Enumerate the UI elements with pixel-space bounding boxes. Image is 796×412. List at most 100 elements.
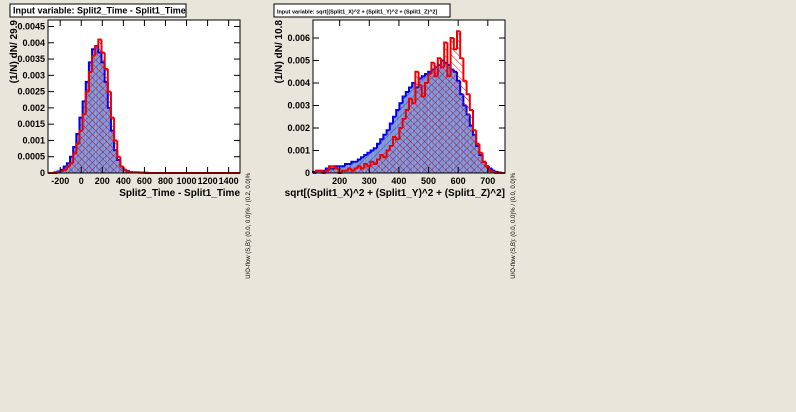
bin-outline [411,82,416,88]
bin [123,169,127,173]
bin [341,170,345,173]
bin-outline [408,97,413,110]
bin-outline [385,129,390,135]
bin-outline [72,152,77,164]
bin-outline [388,145,393,151]
bin-outline [347,167,352,171]
bin-outline [392,115,397,124]
bin [70,163,74,173]
title-box [9,3,187,18]
bin [364,164,368,173]
bin [351,170,355,173]
bin-outline [91,54,96,73]
y-tick-label: 0.0015 [17,119,45,129]
bin-outline [404,109,409,119]
bin [415,71,419,173]
x-tick-label: 700 [480,176,495,186]
bin [114,140,118,173]
bin [421,96,425,173]
overflow-note: U/O-flow (S,B): (0.0, 0.0)% / (0.2, 0.0)… [246,172,252,278]
bin-outline [456,30,461,50]
bin [82,114,86,173]
bin-outline [475,130,480,145]
bin-outline [401,95,406,104]
bin [345,170,349,173]
bin-outline [424,73,429,77]
bin [466,94,470,173]
bin [85,91,89,173]
bin [399,128,403,173]
x-axis-label: Split2_Time - Split1_Time [119,188,240,199]
bin [383,157,387,173]
bin-outline [315,169,320,173]
bin-outline [81,100,86,118]
x-tick-label: 1200 [198,176,218,186]
bin [489,170,493,173]
x-tick-label: 1400 [219,176,239,186]
bin-outline [328,165,333,171]
bin-outline [116,140,121,158]
bin-outline [356,165,361,169]
bin-outline [443,41,448,68]
x-tick-label: 600 [451,176,466,186]
bin-outline [360,156,365,160]
chart-title: Input variable: sqrt[(Split1_X)^2 + (Spl… [277,10,437,16]
bin-outline [356,158,361,162]
bin [104,68,108,173]
bin-outline [65,165,71,170]
bin [370,161,374,173]
bin-outline [417,71,422,87]
bin-outline [382,155,387,159]
bin [441,67,445,173]
x-tick-label: 400 [391,176,406,186]
bin-outline [379,154,384,160]
bin-outline [69,162,74,167]
bin-outline [363,154,368,158]
y-tick-label: 0.0005 [17,152,45,162]
x-tick-label: 800 [158,176,173,186]
bin-outline [350,160,355,164]
bin [373,164,377,173]
bin [428,74,432,173]
bin [107,91,111,173]
bin-outline [340,169,345,173]
bin-outline [103,52,108,70]
bin-outline [494,170,499,173]
bin [73,153,77,173]
bin [476,143,480,173]
bin [341,166,345,173]
bin [92,55,96,173]
bin [354,168,358,173]
x-tick-label: 500 [421,176,436,186]
y-axis-label: (1/N) dN/ 29.9 [9,20,20,84]
plot-border [312,19,506,174]
x-tick-label: 600 [137,176,152,186]
bin-outline [484,161,489,168]
bin-outline [401,118,406,128]
bin [351,161,355,173]
bin [120,166,124,173]
y-tick-label: 0.001 [287,146,310,156]
bin [393,137,397,173]
y-tick-label: 0.005 [287,56,310,66]
bin [325,170,329,173]
bin [322,170,326,173]
bin-outline [411,98,416,105]
bin-outline [408,86,413,92]
bin [373,148,377,173]
bin [110,117,115,173]
bin-outline [344,163,349,167]
bin [88,72,93,173]
bin [482,161,486,173]
bin-outline [62,168,67,172]
x-tick-label: 400 [116,176,131,186]
bin-outline [404,91,409,97]
bin-outline [376,158,381,164]
bin [316,170,320,173]
x-tick-label: 1000 [177,176,197,186]
bin [453,49,457,173]
bin-outline [465,80,470,96]
bin [457,31,461,173]
bin-outline [100,39,105,54]
bin [76,143,80,173]
